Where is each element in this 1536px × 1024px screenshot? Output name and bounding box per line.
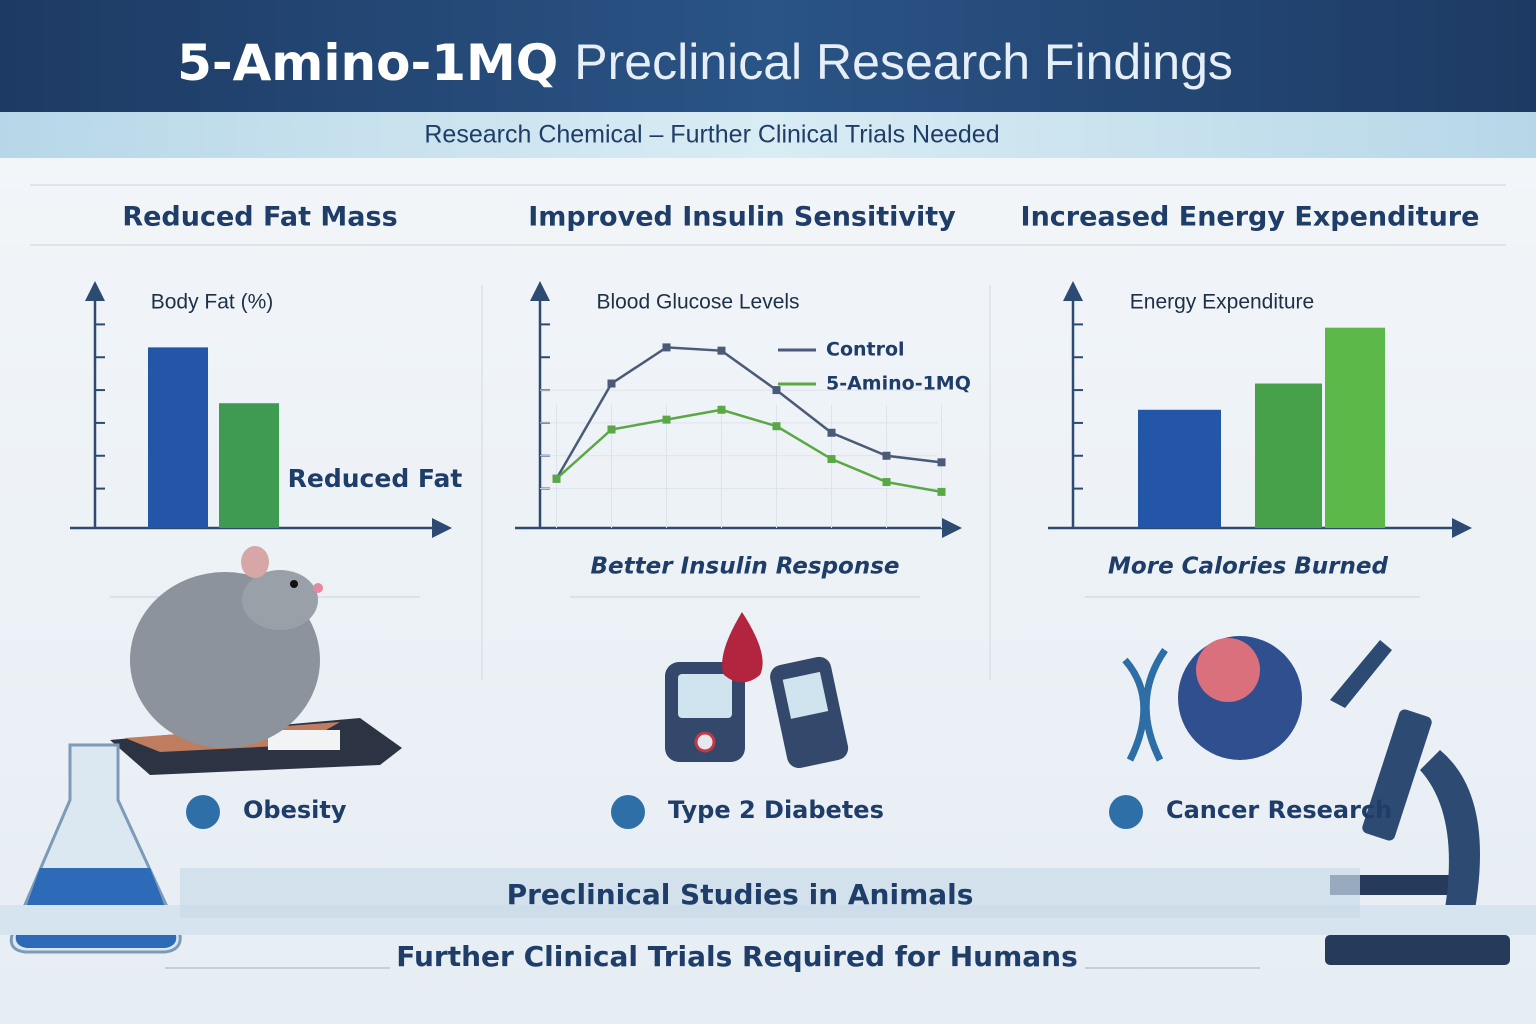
- bar: [1255, 383, 1322, 528]
- title-rest: Preclinical Research Findings: [574, 34, 1233, 90]
- marker: [607, 379, 616, 388]
- marker: [827, 455, 836, 464]
- bar: [219, 403, 279, 528]
- bar: [1138, 409, 1221, 528]
- chart-title: Body Fat (%): [151, 291, 274, 314]
- panel-label: Obesity: [243, 796, 347, 824]
- marker: [882, 451, 891, 460]
- chart-title: Energy Expenditure: [1130, 291, 1314, 314]
- chart-title: Blood Glucose Levels: [596, 291, 799, 314]
- marker: [827, 428, 836, 437]
- marker: [937, 487, 946, 496]
- marker: [772, 386, 781, 395]
- subtitle: Research Chemical – Further Clinical Tri…: [424, 121, 999, 149]
- icon: [1109, 795, 1143, 829]
- title-strong: 5-Amino-1MQ: [177, 34, 558, 92]
- marker: [662, 415, 671, 424]
- panel-heading: Improved Insulin Sensitivity: [528, 202, 956, 233]
- marker: [937, 458, 946, 467]
- annotation: Reduced Fat: [288, 464, 463, 493]
- charts: Body Fat (%) Reduced Fat Blood Glucose Lev…: [70, 281, 1472, 538]
- footer-band: [180, 868, 1360, 918]
- marker: [552, 474, 561, 483]
- legend-label: 5-Amino-1MQ: [826, 373, 971, 395]
- panel-heading: Increased Energy Expenditure: [1021, 202, 1480, 233]
- marker: [607, 425, 616, 434]
- marker: [772, 422, 781, 431]
- header-band: [0, 0, 1536, 112]
- line: [555, 408, 942, 494]
- marker: [717, 405, 726, 414]
- bar: [1325, 327, 1385, 528]
- marker: [882, 478, 891, 487]
- panel-caption: Better Insulin Response: [591, 554, 900, 580]
- marker: [717, 346, 726, 355]
- panel-label: Type 2 Diabetes: [668, 796, 884, 824]
- title: 5-Amino-1MQ Preclinical Research Findings: [177, 34, 1233, 92]
- marker: [662, 343, 671, 352]
- subtitle-band: [0, 112, 1536, 158]
- line: [555, 346, 942, 480]
- icon: [611, 795, 645, 829]
- bar: [148, 347, 208, 528]
- panel-heading: Reduced Fat Mass: [122, 202, 397, 233]
- footer-line: Preclinical Studies in Animals: [507, 878, 974, 911]
- mouse-illustration: [110, 546, 402, 775]
- panel-caption: More Calories Burned: [1108, 554, 1388, 580]
- icon: [186, 795, 220, 829]
- footer-line: Further Clinical Trials Required for Hum…: [396, 940, 1078, 973]
- panel-label: Cancer Research: [1166, 796, 1392, 824]
- glucose-meter-illustration: [665, 612, 849, 769]
- legend-label: Control: [826, 339, 905, 361]
- cell-illustration: [1122, 636, 1392, 762]
